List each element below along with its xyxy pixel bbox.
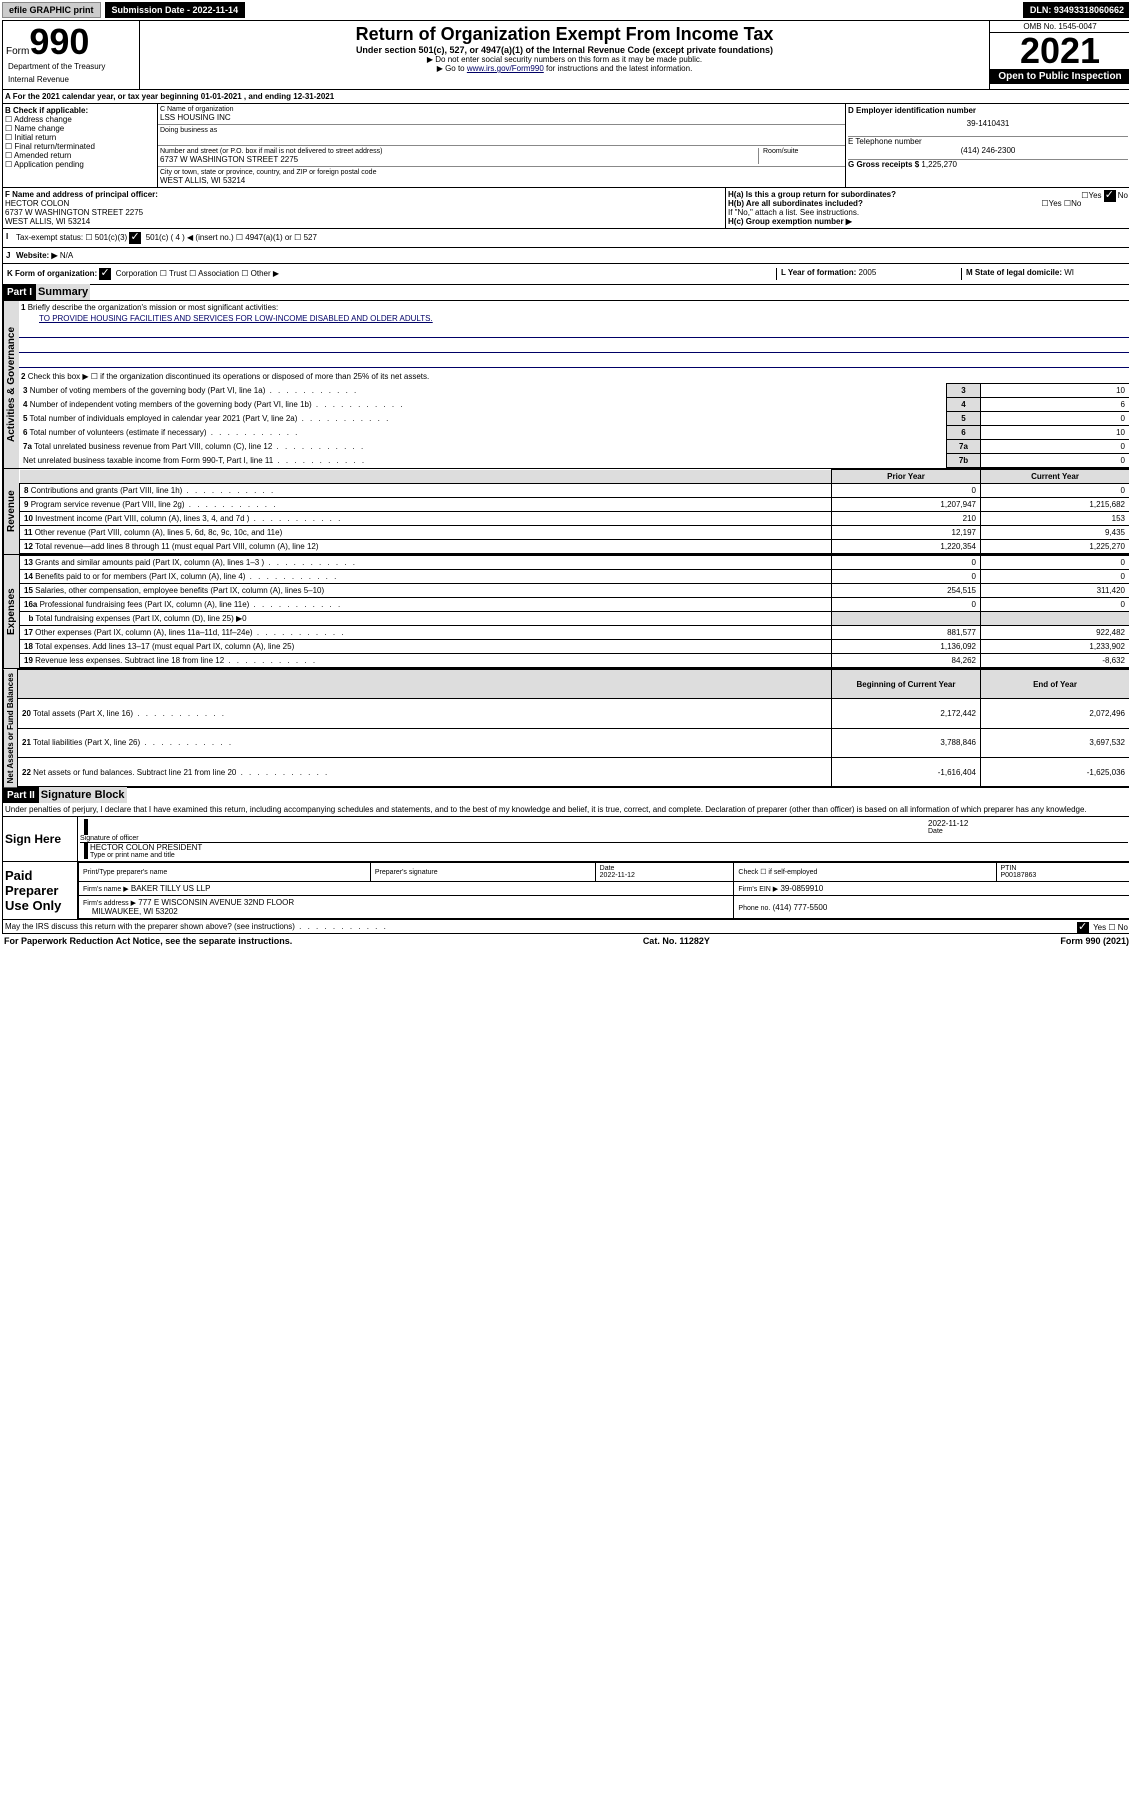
part2-header: Part IISignature Block [3, 787, 1129, 803]
tax-period: A For the 2021 calendar year, or tax yea… [3, 90, 1129, 104]
revenue-table: Prior YearCurrent Year 8 Contributions a… [19, 469, 1129, 554]
form-number: 990 [29, 21, 89, 62]
submission-date: Submission Date - 2022-11-14 [105, 2, 246, 18]
officer-name: HECTOR COLON [5, 199, 723, 208]
phone-label: E Telephone number [848, 137, 1128, 146]
corp-checked [99, 268, 111, 280]
ein-label: D Employer identification number [848, 106, 1128, 115]
form-frame: Form990 Department of the Treasury Inter… [2, 20, 1129, 934]
tab-governance: Activities & Governance [3, 301, 19, 468]
chk-address[interactable]: ☐ Address change [5, 115, 155, 124]
officer-addr: 6737 W WASHINGTON STREET 2275 [5, 208, 723, 217]
firm-address: 777 E WISCONSIN AVENUE 32ND FLOOR [138, 898, 294, 907]
hb-note: If "No," attach a list. See instructions… [728, 208, 1128, 217]
ptin-value: P00187863 [1001, 872, 1037, 879]
firm-name: BAKER TILLY US LLP [131, 884, 211, 893]
officer-type-name: HECTOR COLON PRESIDENT [90, 843, 1128, 852]
tab-netassets: Net Assets or Fund Balances [3, 669, 17, 787]
preparer-table: Print/Type preparer's name Preparer's si… [78, 862, 1129, 919]
subtitle: Under section 501(c), 527, or 4947(a)(1)… [143, 45, 986, 55]
expenses-table: 13 Grants and similar amounts paid (Part… [19, 555, 1129, 668]
firm-phone: (414) 777-5500 [773, 903, 828, 912]
addr-label: Number and street (or P.O. box if mail i… [160, 148, 758, 155]
form-header: Form990 Department of the Treasury Inter… [3, 21, 1129, 90]
website-label: Website: ▶ [16, 251, 58, 260]
city-label: City or town, state or province, country… [160, 169, 843, 176]
firm-ein: 39-0859910 [780, 884, 823, 893]
gross-value: 1,225,270 [921, 160, 957, 169]
state-domicile: WI [1064, 268, 1074, 277]
efile-button[interactable]: efile GRAPHIC print [2, 2, 101, 18]
dln: DLN: 93493318060662 [1023, 2, 1129, 18]
chk-name[interactable]: ☐ Name change [5, 124, 155, 133]
perjury-declaration: Under penalties of perjury, I declare th… [3, 803, 1129, 816]
top-bar: efile GRAPHIC print Submission Date - 20… [2, 2, 1129, 18]
chk-pending[interactable]: ☐ Application pending [5, 160, 155, 169]
page-title: Return of Organization Exempt From Incom… [143, 24, 986, 45]
chk-initial[interactable]: ☐ Initial return [5, 133, 155, 142]
form-footer: Form 990 (2021) [1060, 936, 1129, 946]
year-formation: 2005 [859, 268, 877, 277]
tax-year: 2021 [990, 33, 1129, 69]
ha-no-checked [1104, 190, 1116, 202]
website-value: N/A [60, 251, 73, 260]
sig-date: 2022-11-12 [928, 819, 1128, 828]
dept: Department of the Treasury [6, 60, 136, 73]
instruction-line1: ▶ Do not enter social security numbers o… [143, 55, 986, 64]
mission-text: TO PROVIDE HOUSING FACILITIES AND SERVIC… [39, 314, 433, 323]
hc-label: H(c) Group exemption number ▶ [728, 217, 1128, 226]
irs-link[interactable]: www.irs.gov/Form990 [467, 64, 544, 73]
tab-expenses: Expenses [3, 555, 19, 668]
officer-city: WEST ALLIS, WI 53214 [5, 217, 723, 226]
paid-preparer-label: Paid Preparer Use Only [3, 862, 78, 919]
suite-label: Room/suite [758, 148, 843, 164]
page-footer: For Paperwork Reduction Act Notice, see … [2, 934, 1129, 948]
chk-final[interactable]: ☐ Final return/terminated [5, 142, 155, 151]
open-public-badge: Open to Public Inspection [990, 69, 1129, 84]
cat-number: Cat. No. 11282Y [643, 936, 710, 946]
part1-header: Part ISummary [3, 285, 1129, 300]
instruction-line2: ▶ Go to www.irs.gov/Form990 for instruct… [143, 64, 986, 73]
entity-section: B Check if applicable: ☐ Address change … [3, 104, 1129, 188]
netassets-table: Beginning of Current YearEnd of Year 20 … [17, 669, 1129, 787]
phone-value: (414) 246-2300 [848, 146, 1128, 155]
chk-amended[interactable]: ☐ Amended return [5, 151, 155, 160]
ein-value: 39-1410431 [848, 115, 1128, 132]
ha-question: H(a) Is this a group return for subordin… [728, 190, 1128, 199]
street-address: 6737 W WASHINGTON STREET 2275 [160, 155, 758, 164]
city-value: WEST ALLIS, WI 53214 [160, 176, 843, 185]
form-org-label: K Form of organization: [7, 269, 97, 278]
officer-label: F Name and address of principal officer: [5, 190, 723, 199]
governance-table: 3 Number of voting members of the govern… [19, 383, 1129, 468]
box-c-label: C Name of organization [160, 106, 843, 113]
501c4-checked [129, 232, 141, 244]
pra-notice: For Paperwork Reduction Act Notice, see … [4, 936, 292, 946]
org-name: LSS HOUSING INC [160, 113, 843, 122]
discuss-yes-checked [1077, 922, 1089, 934]
tax-status-label: Tax-exempt status: [16, 233, 83, 242]
discuss-row: May the IRS discuss this return with the… [3, 919, 1129, 933]
box-b-label: B Check if applicable: [5, 106, 155, 115]
tab-revenue: Revenue [3, 469, 19, 554]
gross-label: G Gross receipts $ [848, 160, 919, 169]
hb-question: H(b) Are all subordinates included? ☐Yes… [728, 199, 1128, 208]
sign-here-label: Sign Here [3, 817, 78, 861]
irs-label: Internal Revenue [6, 73, 136, 86]
form-label: Form [6, 46, 29, 57]
dba-label: Doing business as [160, 127, 843, 134]
